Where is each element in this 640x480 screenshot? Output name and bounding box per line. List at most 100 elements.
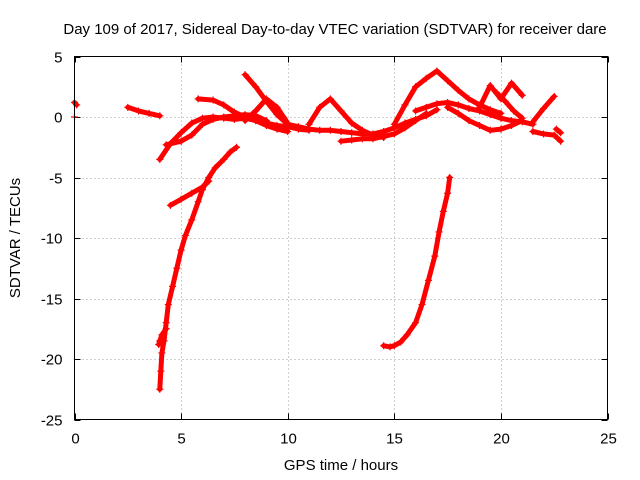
- data-point-marker: [316, 103, 324, 111]
- data-point-marker: [273, 121, 281, 129]
- data-point-marker: [433, 106, 441, 114]
- data-point-marker: [493, 89, 501, 97]
- data-point-marker: [358, 135, 366, 143]
- data-point-marker: [181, 232, 189, 240]
- data-point-marker: [188, 119, 196, 127]
- data-point-marker: [412, 117, 420, 125]
- data-point-marker: [501, 97, 509, 105]
- data-point-marker: [194, 95, 202, 103]
- data-point-marker: [418, 301, 426, 309]
- data-point-marker: [233, 143, 241, 151]
- y-axis-label: SDTVAR / TECUs: [7, 178, 24, 298]
- data-point-marker: [454, 109, 462, 117]
- data-point-marker: [220, 101, 228, 109]
- data-point-marker: [337, 128, 345, 136]
- data-point-marker: [369, 135, 377, 143]
- data-point-marker: [486, 82, 494, 90]
- data-point-marker: [198, 183, 206, 191]
- data-point-marker: [326, 126, 334, 134]
- series-segment-22: [166, 177, 213, 209]
- data-point-marker: [422, 109, 430, 117]
- data-point-marker: [433, 67, 441, 75]
- data-point-marker: [241, 71, 249, 79]
- x-tick-label: 15: [386, 431, 403, 448]
- data-point-marker: [226, 148, 234, 156]
- data-point-marker: [177, 246, 185, 254]
- data-point-marker: [486, 111, 494, 119]
- data-point-marker: [529, 128, 537, 136]
- data-point-marker: [348, 119, 356, 127]
- data-point-marker: [390, 120, 398, 128]
- data-point-marker: [169, 282, 177, 290]
- data-point-marker: [209, 96, 217, 104]
- data-point-marker: [465, 117, 473, 125]
- data-point-marker: [158, 349, 166, 357]
- data-point-marker: [166, 201, 174, 209]
- data-point-marker: [401, 101, 409, 109]
- series-segment-14: [444, 103, 526, 134]
- data-point-marker: [162, 141, 170, 149]
- x-tick-label: 25: [600, 431, 617, 448]
- series-segment-11: [337, 109, 430, 145]
- data-point-marker: [294, 123, 302, 131]
- data-point-marker: [188, 131, 196, 139]
- data-point-marker: [158, 331, 166, 339]
- tick-layer: [74, 56, 609, 421]
- data-point-marker: [348, 136, 356, 144]
- data-point-marker: [403, 331, 411, 339]
- x-tick-label: 0: [71, 431, 79, 448]
- series-segment-23: [380, 174, 454, 351]
- data-point-marker: [422, 103, 430, 111]
- data-point-marker: [508, 121, 516, 129]
- data-point-marker: [156, 385, 164, 393]
- data-point-marker: [157, 367, 165, 375]
- data-point-marker: [518, 114, 526, 122]
- data-point-marker: [358, 126, 366, 134]
- data-point-marker: [497, 114, 505, 122]
- series-segment-17: [529, 92, 558, 126]
- plot-frame: [74, 56, 608, 420]
- data-point-marker: [412, 83, 420, 91]
- data-point-marker: [348, 129, 356, 137]
- y-tick-label: -10: [41, 231, 63, 248]
- data-point-marker: [198, 120, 206, 128]
- x-axis-label: GPS time / hours: [284, 457, 398, 474]
- data-point-marker: [241, 117, 249, 125]
- data-point-marker: [444, 189, 452, 197]
- data-point-marker: [454, 86, 462, 94]
- series-segment-3: [124, 103, 164, 120]
- series-trace: [306, 96, 387, 141]
- series-segment-20: [156, 143, 241, 393]
- chart-title: Day 109 of 2017, Sidereal Day-to-day VTE…: [63, 21, 606, 38]
- data-point-marker: [424, 276, 432, 284]
- data-point-marker: [230, 108, 238, 116]
- data-point-marker: [439, 207, 447, 215]
- data-point-marker: [188, 189, 196, 197]
- data-point-marker: [380, 132, 388, 140]
- data-point-marker: [155, 340, 163, 348]
- data-point-marker: [211, 164, 219, 172]
- y-tick-label: -20: [41, 352, 63, 369]
- data-point-marker: [177, 195, 185, 203]
- data-point-marker: [145, 109, 153, 117]
- y-tick-label: -15: [41, 292, 63, 309]
- series-trace: [494, 90, 525, 121]
- series-segment-19: [552, 125, 565, 137]
- data-point-marker: [252, 107, 260, 115]
- data-point-marker: [252, 117, 260, 125]
- data-point-marker: [552, 125, 560, 133]
- data-point-marker: [433, 100, 441, 108]
- data-point-marker: [337, 107, 345, 115]
- data-point-marker: [446, 174, 454, 181]
- series-trace: [445, 104, 525, 133]
- data-point-marker: [444, 103, 452, 111]
- data-point-marker: [205, 177, 213, 185]
- data-point-marker: [550, 131, 558, 139]
- data-point-marker: [164, 301, 172, 309]
- data-point-marker: [177, 137, 185, 145]
- data-point-marker: [284, 120, 292, 128]
- data-point-marker: [397, 338, 405, 346]
- data-point-marker: [444, 77, 452, 85]
